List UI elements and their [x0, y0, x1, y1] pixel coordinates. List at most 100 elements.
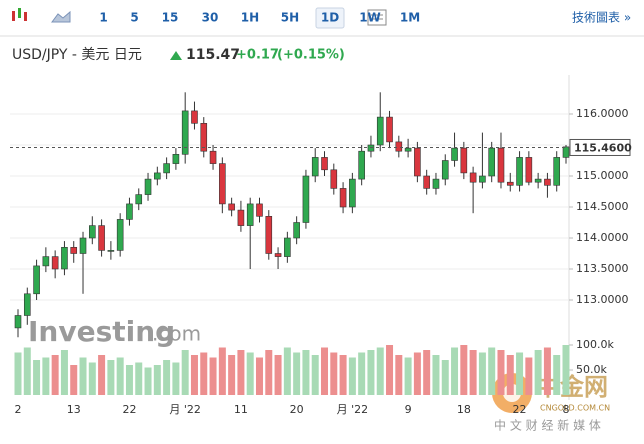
candle-body — [219, 163, 226, 205]
candle-body — [293, 222, 300, 239]
icon[interactable] — [367, 9, 387, 26]
chart-link[interactable]: 技術圖表 » — [572, 11, 631, 25]
volume-bar — [42, 357, 50, 395]
interval-button[interactable]: 1D — [321, 11, 339, 25]
watermark: .com — [152, 322, 201, 346]
candle-body — [441, 160, 449, 180]
candle-body — [311, 157, 319, 177]
candle-body — [172, 154, 180, 164]
candle-body — [488, 147, 495, 177]
volume-tick-label: 50.0k — [576, 363, 607, 376]
volume-bar — [172, 362, 180, 395]
interval-button[interactable]: 1W — [359, 11, 381, 25]
x-tick-label: 11 — [234, 403, 248, 416]
volume-bar — [190, 355, 198, 395]
volume-bar — [98, 355, 106, 395]
volume-bar — [460, 345, 468, 395]
volume-bar — [516, 352, 524, 395]
volume-bar — [534, 350, 542, 395]
candle-body — [534, 178, 542, 183]
x-tick-label: 22 — [122, 403, 136, 416]
volume-bar — [60, 350, 68, 395]
volume-bar — [376, 347, 384, 395]
volume-bar — [395, 355, 403, 395]
volume-bar — [274, 355, 282, 395]
candle-body — [395, 141, 403, 152]
volume-bar — [293, 352, 301, 395]
x-tick-label: 月 '22 — [169, 403, 201, 416]
volume-bar — [330, 352, 338, 395]
volume-bar — [283, 347, 291, 395]
volume-bar — [506, 355, 514, 395]
x-tick-label: 8 — [563, 403, 570, 416]
volume-bar — [181, 350, 189, 395]
candle-body — [116, 219, 124, 251]
x-tick-label: 22 — [513, 403, 527, 416]
y-tick-label: 114.5000 — [576, 200, 629, 213]
interval-button[interactable]: 1H — [241, 11, 259, 25]
candle-body — [367, 144, 375, 152]
interval-button[interactable]: 5H — [281, 11, 299, 25]
last-price-label: 115.4600 — [574, 141, 632, 154]
volume-tick-label: 100.0k — [576, 338, 614, 351]
candle-body — [256, 203, 263, 217]
interval-button[interactable]: 1 — [99, 11, 107, 25]
candle-body — [14, 315, 22, 329]
candle-body — [163, 163, 170, 174]
candle-body — [386, 116, 393, 143]
icon — [12, 11, 15, 21]
volume-bar — [265, 350, 273, 395]
x-tick-label: 13 — [67, 403, 81, 416]
candle-body — [200, 123, 208, 152]
candle-body — [497, 147, 505, 183]
volume-bar — [311, 355, 319, 395]
candle-body — [553, 157, 561, 186]
y-tick-label: 113.0000 — [576, 293, 629, 306]
candle-body — [404, 147, 412, 152]
volume-bar — [451, 347, 459, 395]
interval-button[interactable]: 1M — [400, 11, 420, 25]
icon[interactable] — [51, 10, 71, 23]
volume-bar — [321, 347, 329, 395]
volume-bar — [543, 347, 551, 395]
candle-body — [414, 147, 421, 177]
candle-body — [479, 175, 486, 183]
volume-bar — [14, 352, 22, 395]
candle-body — [246, 203, 254, 226]
volume-bar — [525, 357, 533, 395]
candle-body — [321, 157, 328, 171]
interval-button[interactable]: 15 — [162, 11, 179, 25]
volume-bar — [358, 352, 366, 395]
watermark: 中 文 财 经 新 媒 体 — [494, 418, 601, 433]
candle-body — [107, 250, 115, 252]
candle-body — [209, 150, 217, 164]
watermark: CNGOLD.COM.CN — [540, 404, 610, 413]
candle-body — [228, 203, 235, 211]
volume-bar — [51, 355, 59, 395]
y-tick-label: 116.0000 — [576, 107, 629, 120]
chart-type-icons — [12, 8, 387, 26]
volume-bar — [33, 360, 41, 395]
volume-bar — [228, 355, 236, 395]
candle-body — [330, 169, 338, 189]
volume-bar — [404, 357, 412, 395]
volume-bar — [116, 357, 124, 395]
candle-body — [79, 237, 87, 254]
candle-body — [274, 253, 282, 257]
volume-bar — [163, 360, 171, 395]
volume-bar — [200, 352, 208, 395]
volume-bar — [386, 345, 394, 395]
volume-bar — [125, 365, 133, 395]
volume-bar — [553, 355, 561, 395]
volume-bar — [153, 365, 161, 395]
volume-bar — [23, 347, 31, 395]
candle-body — [451, 147, 458, 161]
interval-button[interactable]: 30 — [202, 11, 219, 25]
volume-bar — [79, 357, 87, 395]
symbol: USD/JPY - 美元 日元 — [12, 47, 142, 63]
candle-body — [302, 175, 310, 223]
volume-bar — [488, 347, 496, 395]
price: 115.47 — [186, 47, 240, 63]
candle-body — [265, 216, 273, 254]
interval-button[interactable]: 5 — [130, 11, 138, 25]
